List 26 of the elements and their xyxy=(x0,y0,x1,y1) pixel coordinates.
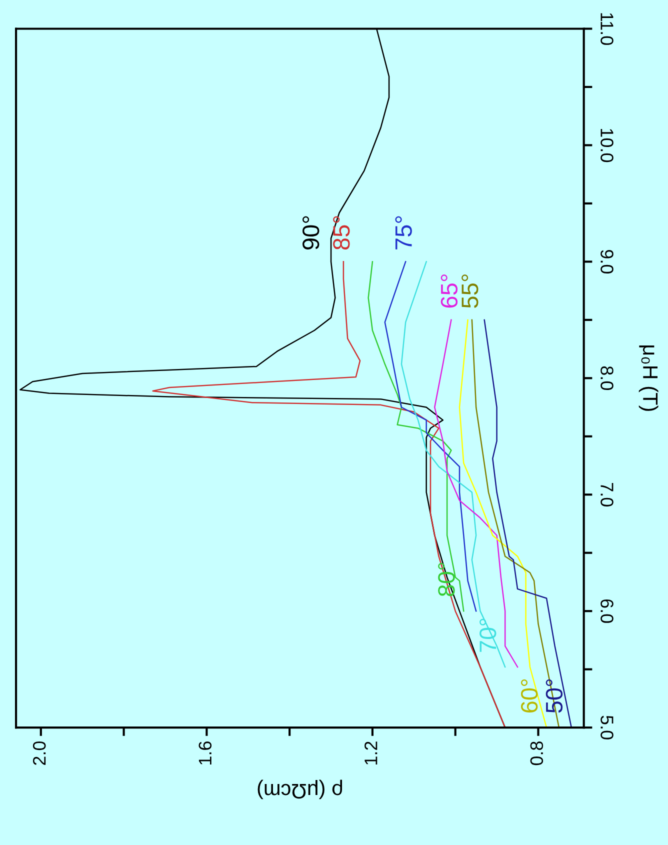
line-series xyxy=(152,261,506,728)
text: 85° xyxy=(333,216,350,250)
line-series xyxy=(434,319,518,668)
x-tick-label: 1.2 xyxy=(364,742,378,764)
y-tick-label: 9.0 xyxy=(600,250,614,274)
text: 50° xyxy=(546,679,563,713)
x-axis-title: ρ (μΩcm) xyxy=(258,780,342,800)
y-tick-label: 7.0 xyxy=(600,482,614,506)
text: 65° xyxy=(440,274,458,308)
y-tick-label: 10.0 xyxy=(600,129,614,162)
text: 60° xyxy=(520,679,538,712)
line-series xyxy=(458,319,548,728)
text: 90° xyxy=(302,216,320,250)
text: 75° xyxy=(395,216,412,250)
line-series xyxy=(384,261,477,612)
text: 55° xyxy=(462,274,478,308)
y-tick-label: 5.0 xyxy=(600,716,614,740)
y-tick-label: 6.0 xyxy=(600,599,614,623)
x-tick-label: 1.6 xyxy=(198,742,212,764)
y-axis-title: μ₀H (T) xyxy=(638,346,658,411)
line-series xyxy=(400,261,506,668)
text: 80° xyxy=(438,562,455,596)
y-tick-label: 8.0 xyxy=(600,366,614,390)
x-tick-label: 2.0 xyxy=(32,741,46,765)
x-tick-label: 0.8 xyxy=(530,742,544,766)
y-tick-label: 11.0 xyxy=(600,13,614,45)
